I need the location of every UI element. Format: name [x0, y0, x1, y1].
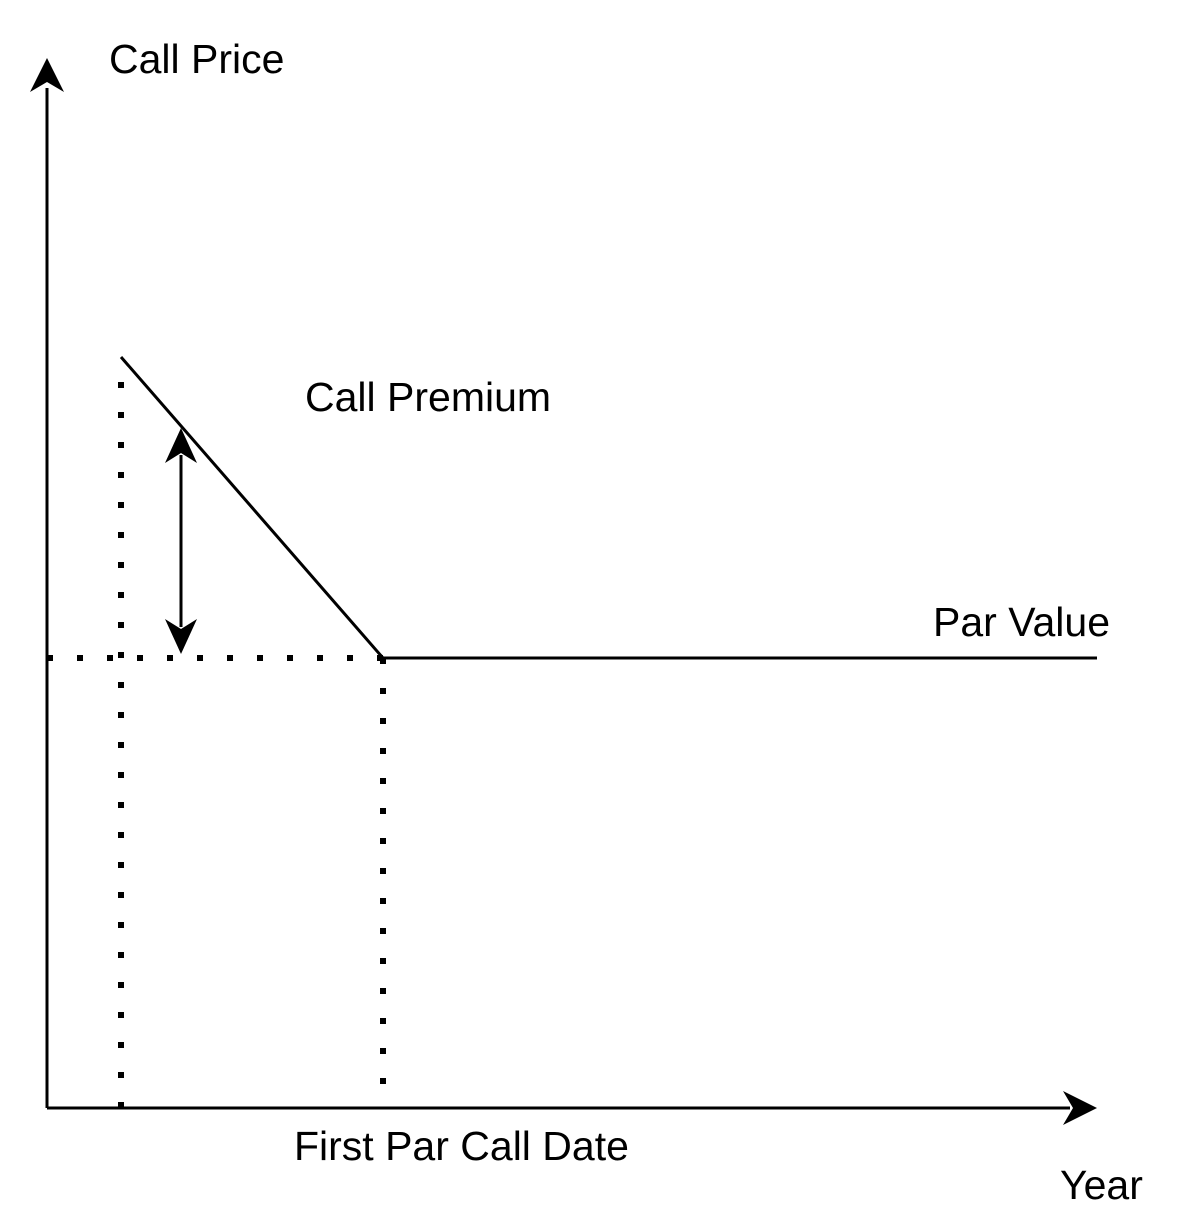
par-value-label: Par Value [933, 599, 1110, 645]
premium-arrow-head-down [165, 619, 197, 654]
y-axis [30, 58, 64, 1108]
y-axis-arrowhead [30, 58, 64, 92]
call-premium-arrow [165, 428, 197, 654]
call-premium-label: Call Premium [305, 374, 551, 420]
y-axis-label: Call Price [109, 36, 284, 82]
x-axis [47, 1091, 1097, 1125]
first-par-call-date-label: First Par Call Date [294, 1123, 629, 1169]
call-price-line [119, 356, 1097, 660]
x-axis-arrowhead [1063, 1091, 1097, 1125]
premium-arrow-head-up [165, 428, 197, 463]
x-axis-label: Year [1060, 1162, 1143, 1208]
